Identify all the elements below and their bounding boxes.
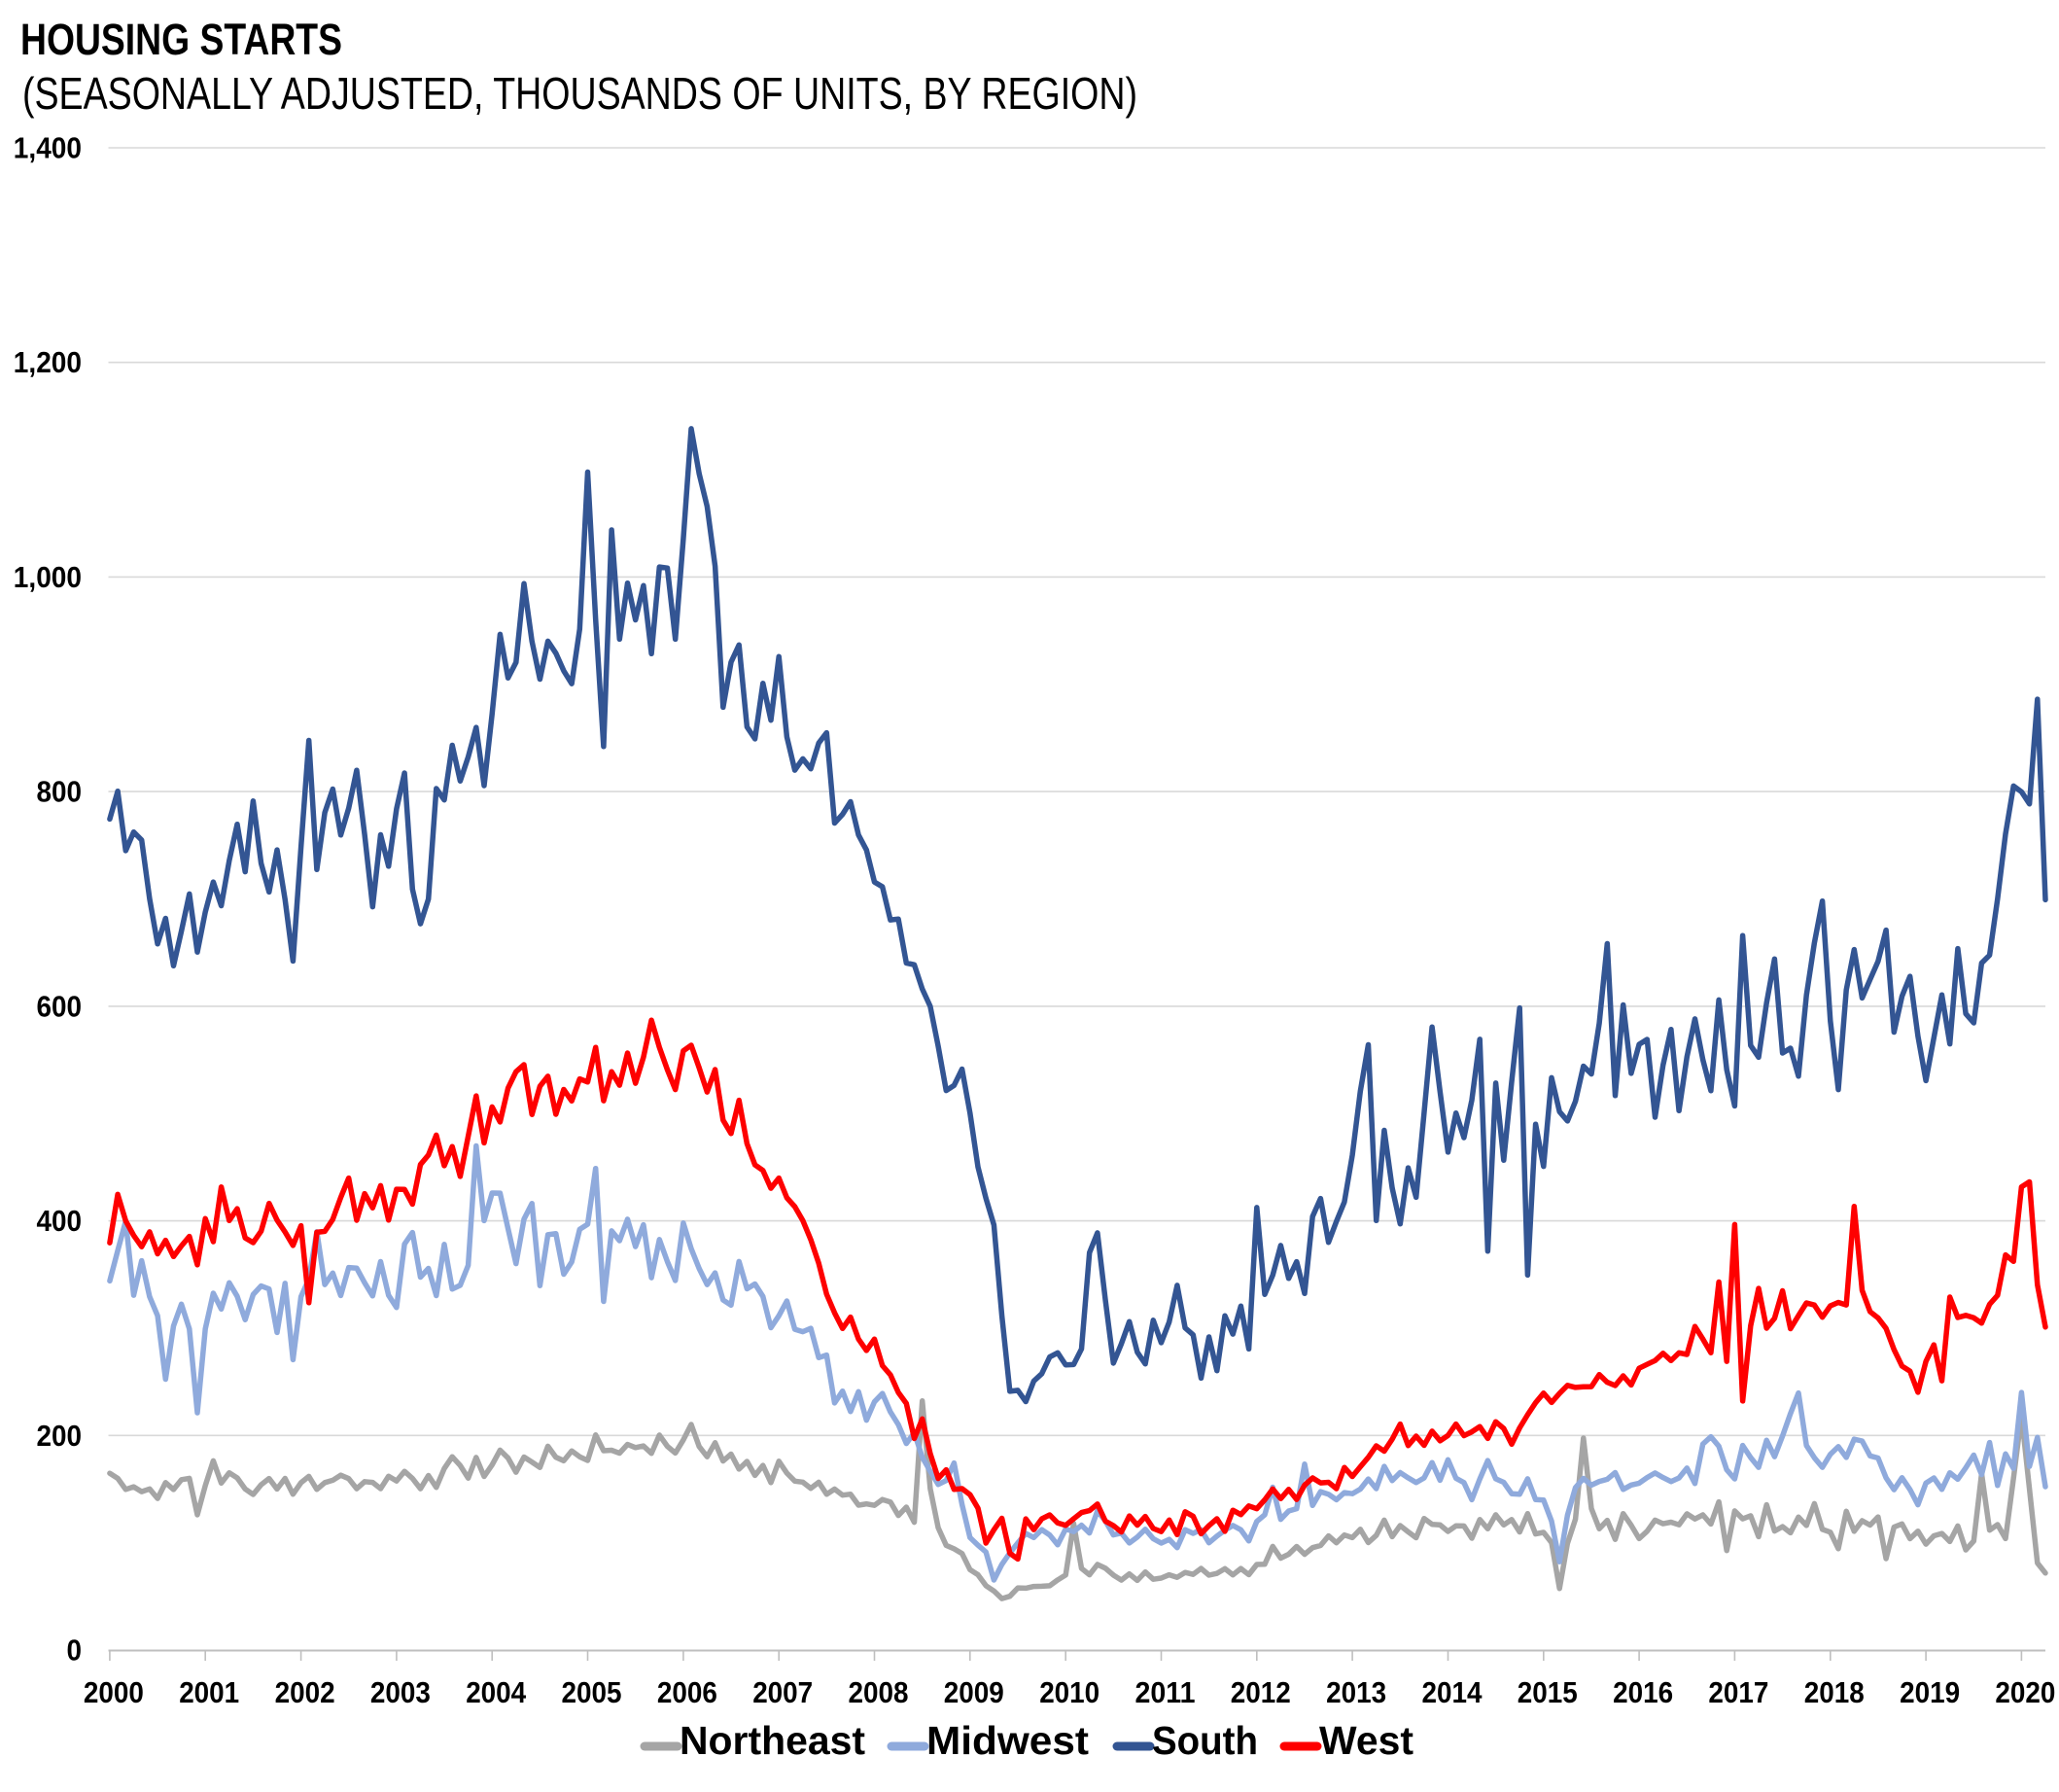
svg-text:2018: 2018 xyxy=(1804,1675,1865,1709)
svg-text:HOUSING STARTS: HOUSING STARTS xyxy=(20,15,342,64)
svg-text:600: 600 xyxy=(37,989,83,1023)
svg-text:2009: 2009 xyxy=(944,1675,1004,1709)
svg-text:2017: 2017 xyxy=(1708,1675,1768,1709)
svg-text:2016: 2016 xyxy=(1613,1675,1673,1709)
svg-text:2014: 2014 xyxy=(1422,1675,1483,1709)
svg-text:1,400: 1,400 xyxy=(14,131,82,165)
svg-text:2007: 2007 xyxy=(752,1675,813,1709)
svg-text:West: West xyxy=(1319,1718,1413,1763)
svg-text:2015: 2015 xyxy=(1518,1675,1578,1709)
svg-text:South: South xyxy=(1152,1718,1258,1763)
svg-text:2020: 2020 xyxy=(1995,1675,2055,1709)
svg-text:0: 0 xyxy=(67,1634,83,1668)
svg-text:(SEASONALLY ADJUSTED, THOUSAND: (SEASONALLY ADJUSTED, THOUSANDS OF UNITS… xyxy=(22,68,1137,119)
svg-text:Northeast: Northeast xyxy=(680,1718,865,1763)
svg-text:2011: 2011 xyxy=(1135,1675,1196,1709)
svg-text:2019: 2019 xyxy=(1900,1675,1960,1709)
svg-text:2000: 2000 xyxy=(84,1675,144,1709)
svg-text:2001: 2001 xyxy=(179,1675,239,1709)
svg-text:2012: 2012 xyxy=(1231,1675,1291,1709)
svg-text:2013: 2013 xyxy=(1326,1675,1386,1709)
svg-text:1,200: 1,200 xyxy=(14,345,82,379)
svg-text:1,000: 1,000 xyxy=(14,560,82,594)
svg-text:2004: 2004 xyxy=(466,1675,527,1709)
svg-text:2002: 2002 xyxy=(275,1675,335,1709)
svg-text:400: 400 xyxy=(37,1204,83,1238)
svg-text:2005: 2005 xyxy=(562,1675,622,1709)
svg-text:200: 200 xyxy=(37,1419,83,1453)
svg-text:Midwest: Midwest xyxy=(926,1718,1089,1763)
svg-text:2006: 2006 xyxy=(657,1675,717,1709)
svg-text:2008: 2008 xyxy=(849,1675,909,1709)
svg-text:800: 800 xyxy=(37,775,83,809)
svg-text:2010: 2010 xyxy=(1039,1675,1099,1709)
svg-text:2003: 2003 xyxy=(370,1675,431,1709)
